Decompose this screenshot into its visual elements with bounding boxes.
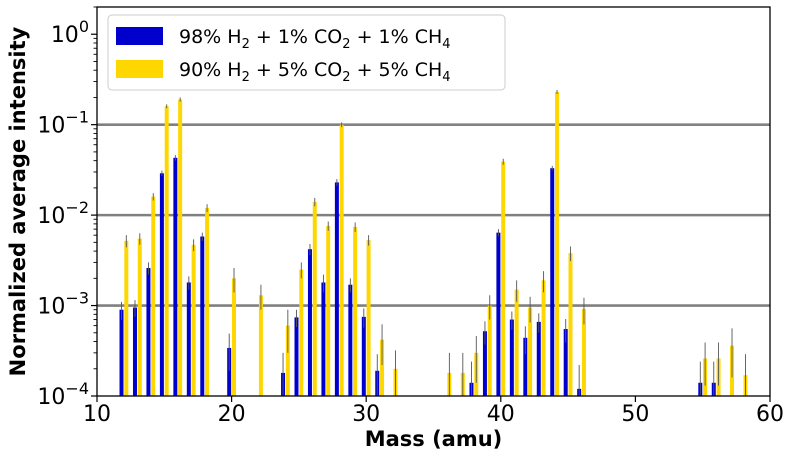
x-tick-label: 40 — [487, 402, 515, 427]
legend-box — [107, 14, 506, 91]
x-axis-title: Mass (amu) — [365, 427, 503, 451]
bar — [334, 182, 339, 396]
bar — [200, 236, 205, 396]
legend: 98% H2 + 1% CO2 + 1% CH4 90% H2 + 5% CO2 … — [107, 14, 506, 91]
reference-lines — [97, 123, 770, 307]
x-tick-label: 30 — [352, 402, 380, 427]
bar — [528, 307, 533, 396]
legend-label: 98% H2 + 1% CO2 + 1% CH4 — [179, 26, 451, 52]
x-tick-label: 10 — [83, 402, 111, 427]
bar — [555, 91, 560, 396]
bar — [523, 337, 528, 396]
bar — [514, 289, 519, 396]
bar — [568, 253, 573, 396]
bar — [307, 249, 312, 396]
bar — [132, 307, 137, 396]
bar — [366, 240, 371, 396]
bar — [299, 269, 304, 396]
bar — [353, 226, 358, 396]
bar — [191, 244, 196, 396]
y-tick-label: 10−4 — [37, 379, 89, 410]
bar — [186, 282, 191, 396]
bar — [164, 106, 169, 397]
bar — [258, 295, 263, 396]
bar — [232, 278, 236, 396]
bar — [294, 317, 299, 396]
bar — [285, 325, 290, 396]
x-tick-label: 50 — [621, 402, 649, 427]
bar — [173, 157, 178, 396]
legend-swatch — [116, 60, 163, 78]
bar — [361, 316, 366, 396]
x-axis-ticks: 10 20 30 40 50 60 — [83, 396, 784, 427]
y-axis-ticks: 100 10−1 10−2 10−3 10−4 — [37, 6, 97, 410]
bar — [119, 309, 124, 396]
bar — [581, 308, 586, 396]
y-tick-label: 10−2 — [37, 198, 89, 229]
y-axis-title: Normalized average intensity — [6, 26, 30, 376]
bar — [339, 124, 344, 396]
bar — [482, 331, 487, 396]
bar — [137, 238, 142, 396]
bar — [536, 321, 541, 396]
x-tick-label: 60 — [756, 402, 784, 427]
bar — [312, 201, 317, 396]
bar — [321, 282, 326, 396]
bar — [541, 280, 546, 396]
bar — [151, 196, 156, 396]
bar — [146, 268, 151, 396]
bar — [227, 347, 232, 396]
bar — [509, 319, 514, 396]
legend-swatch — [116, 27, 163, 45]
bar — [178, 99, 183, 397]
legend-label: 90% H2 + 5% CO2 + 5% CH4 — [179, 59, 451, 85]
bar — [563, 329, 568, 396]
bar — [124, 240, 129, 396]
bar — [496, 232, 501, 396]
y-tick-label: 10−1 — [37, 108, 89, 139]
bar — [487, 305, 492, 396]
bar — [159, 173, 164, 396]
bar — [501, 161, 506, 396]
bar — [205, 207, 210, 396]
bar — [326, 225, 331, 396]
bar — [348, 284, 353, 396]
plot-frame — [96, 6, 771, 397]
y-tick-label: 100 — [51, 17, 89, 48]
bar — [550, 168, 555, 396]
x-tick-label: 20 — [218, 402, 246, 427]
bar — [380, 339, 385, 396]
error-bars — [121, 89, 746, 396]
y-tick-label: 10−3 — [37, 289, 89, 320]
